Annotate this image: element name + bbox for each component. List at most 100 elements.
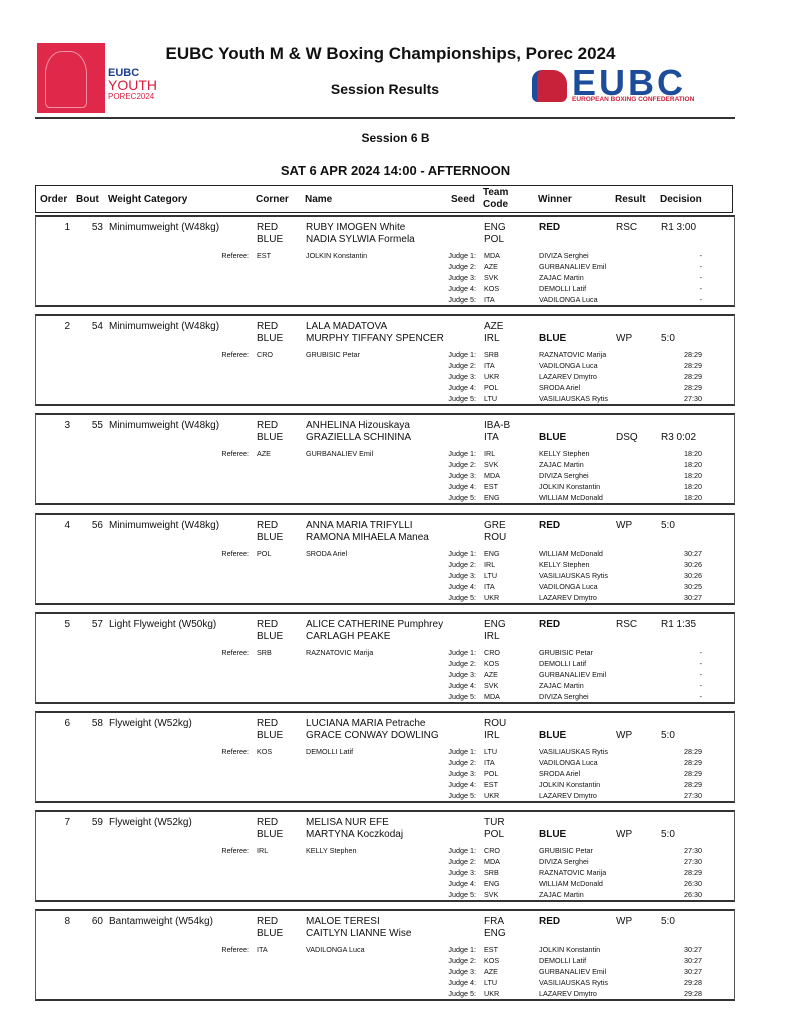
judge-label: Judge 2: <box>448 857 476 867</box>
judge-name: VADILONGA Luca <box>539 581 598 591</box>
judge-name: GURBANALIEV Emil <box>539 669 607 679</box>
blue-boxer-name: MURPHY TIFFANY SPENCER <box>306 333 444 345</box>
judge-score: 27:30 <box>684 846 702 856</box>
judge-score: 28:29 <box>684 350 702 360</box>
judge-name: WILLIAM McDonald <box>539 493 603 503</box>
bout-block: 2 54 Minimumweight (W48kg) RED BLUE LALA MADA… <box>35 314 735 407</box>
weight-category: Bantamweight (W54kg) <box>109 916 213 928</box>
weight-category: Light Flyweight (W50kg) <box>109 618 217 630</box>
blue-corner-label: BLUE <box>257 829 284 841</box>
judge-name: ZAJAC Martin <box>539 273 584 282</box>
bout-block: 8 60 Bantamweight (W54kg) RED BLUE MALOE TERE… <box>35 909 735 1002</box>
judge-label: Judge 2: <box>448 956 476 966</box>
boxing-glove-icon <box>532 70 567 102</box>
weight-category: Minimumweight (W48kg) <box>109 420 220 432</box>
judge-label: Judge 4: <box>448 879 476 889</box>
col-seed: Seed <box>451 194 475 205</box>
judge-name: VASILIAUSKAS Rytis <box>539 570 608 580</box>
decision: R1 3:00 <box>661 222 697 233</box>
judge-label: Judge 1: <box>448 449 476 459</box>
judge-country: POL <box>484 383 499 393</box>
referee-label: Referee: <box>221 350 249 360</box>
judge-name: VASILIAUSKAS Rytis <box>539 978 608 988</box>
judge-score: 27:30 <box>684 394 702 404</box>
judge-label: Judge 4: <box>448 581 476 591</box>
judge-country: AZE <box>484 262 498 271</box>
winner: BLUE <box>539 432 567 444</box>
blue-team-code: POL <box>484 829 505 841</box>
judge-name: VADILONGA Luca <box>539 361 598 371</box>
col-winner: Winner <box>538 194 572 205</box>
red-team-code: AZE <box>484 321 504 333</box>
judge-score: 28:29 <box>684 780 702 789</box>
judge-name: GURBANALIEV Emil <box>539 967 607 977</box>
referee-name: SRODA Ariel <box>306 548 348 558</box>
judge-name: VADILONGA Luca <box>539 295 598 304</box>
judge-country: ENG <box>484 548 500 558</box>
judge-score: - <box>699 680 702 690</box>
judge-label: Judge 3: <box>448 669 476 679</box>
bout-block: 5 57 Light Flyweight (W50kg) RED BLUE ALICE C… <box>35 611 735 704</box>
judge-score: - <box>699 262 702 271</box>
judge-name: LAZAREV Dmytro <box>539 372 597 382</box>
judge-label: Judge 1: <box>448 251 476 260</box>
result: DSQ <box>616 432 638 444</box>
judge-label: Judge 1: <box>448 846 476 856</box>
judge-label: Judge 5: <box>448 493 476 503</box>
judge-country: ITA <box>484 361 495 371</box>
referee-name: KELLY Stephen <box>306 846 357 856</box>
col-team-code: Team Code <box>483 187 509 210</box>
judge-score: - <box>699 669 702 679</box>
judge-name: ZAJAC Martin <box>539 680 584 690</box>
referee-country: SRB <box>257 647 272 657</box>
decision: R1 1:35 <box>661 618 697 630</box>
winner: BLUE <box>539 333 567 345</box>
result: RSC <box>616 222 638 233</box>
blue-corner-label: BLUE <box>257 730 284 741</box>
col-corner: Corner <box>256 194 289 205</box>
judge-score: 29:28 <box>684 989 702 999</box>
referee-country: POL <box>257 548 272 558</box>
weight-category: Flyweight (W52kg) <box>109 817 192 829</box>
judge-label: Judge 5: <box>448 989 476 999</box>
decision: 5:0 <box>661 829 675 841</box>
winner: RED <box>539 519 561 531</box>
judge-country: KOS <box>484 956 500 966</box>
judge-score: 30:27 <box>684 592 702 602</box>
decision: 5:0 <box>661 730 675 741</box>
session-label: Session 6 B <box>361 131 430 145</box>
decision: 5:0 <box>661 333 675 345</box>
referee-label: Referee: <box>221 647 249 657</box>
decision: 5:0 <box>661 519 675 531</box>
col-result: Result <box>615 194 646 205</box>
eubc-logo-word: EUBC <box>572 62 687 103</box>
judge-score: 30:27 <box>684 548 702 558</box>
red-boxer-name: ALICE CATHERINE Pumphrey <box>306 618 444 630</box>
judge-label: Judge 4: <box>448 780 476 789</box>
col-name: Name <box>305 194 333 205</box>
judge-label: Judge 1: <box>448 548 476 558</box>
bout-number: 53 <box>91 222 103 233</box>
bout-number: 58 <box>91 718 103 729</box>
red-boxer-name: ANHELINA Hizouskaya <box>306 420 410 432</box>
judge-score: - <box>699 273 702 282</box>
weight-category: Minimumweight (W48kg) <box>109 222 220 233</box>
logo-line-porec: POREC2024 <box>108 92 155 101</box>
red-corner-label: RED <box>257 718 279 729</box>
bout-block: 4 56 Minimumweight (W48kg) RED BLUE ANNA MARI… <box>35 512 735 605</box>
judge-label: Judge 5: <box>448 791 476 800</box>
referee-name: GRUBISIC Petar <box>306 350 360 360</box>
referee-name: DEMOLLI Latif <box>306 747 354 756</box>
judge-name: VASILIAUSKAS Rytis <box>539 747 608 756</box>
decision: 5:0 <box>661 916 675 928</box>
judge-score: 30:26 <box>684 570 702 580</box>
referee-country: IRL <box>257 846 269 856</box>
judge-country: EST <box>484 780 498 789</box>
judge-label: Judge 4: <box>448 978 476 988</box>
table-header: Order Bout Weight Category Corner Name S… <box>35 185 733 213</box>
weight-category: Minimumweight (W48kg) <box>109 519 220 531</box>
judge-country: EST <box>484 482 498 492</box>
blue-corner-label: BLUE <box>257 333 284 345</box>
judge-label: Judge 3: <box>448 769 476 778</box>
red-boxer-name: MELISA NUR EFE <box>306 817 389 829</box>
